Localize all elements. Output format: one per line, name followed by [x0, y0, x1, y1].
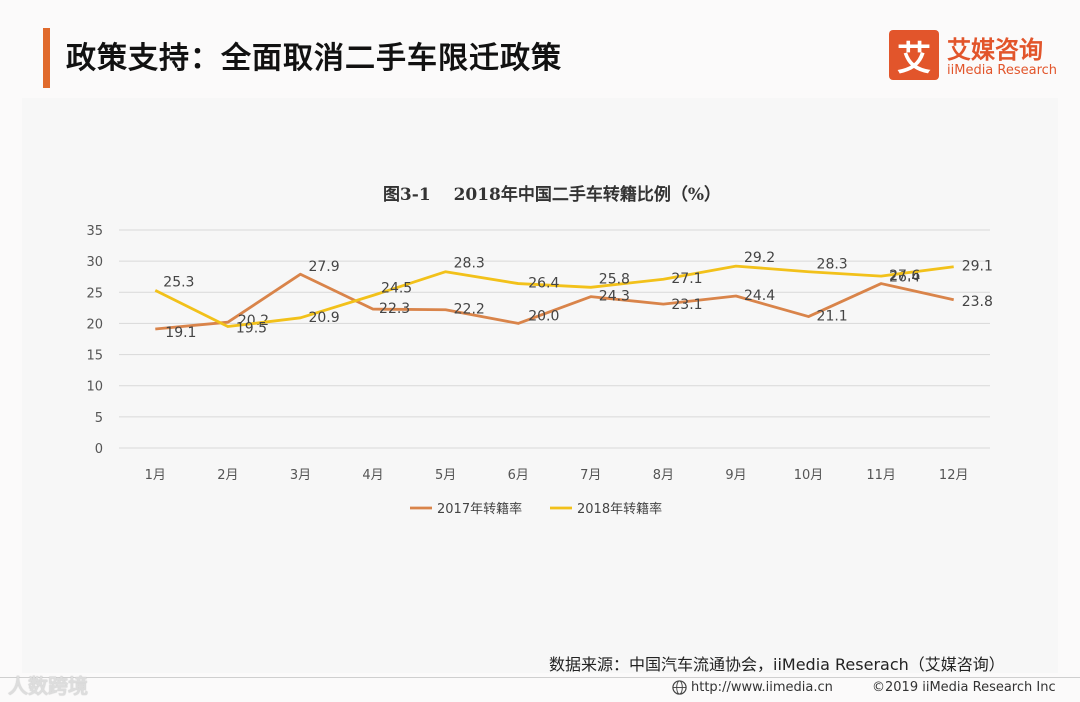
y-tick-label: 5	[95, 411, 103, 426]
data-label: 26.4	[528, 276, 559, 292]
data-label: 27.9	[308, 259, 339, 275]
data-label: 24.5	[381, 280, 412, 296]
data-label: 23.1	[671, 297, 702, 313]
x-tick-label: 6月	[508, 468, 529, 483]
brand-subtitle: iiMedia Research	[947, 63, 1058, 78]
x-tick-label: 1月	[145, 468, 166, 483]
x-tick-label: 8月	[653, 468, 674, 483]
data-label: 20.9	[308, 310, 339, 326]
data-label: 27.6	[889, 268, 920, 284]
series-line-1	[155, 272, 955, 331]
y-tick-label: 30	[86, 255, 103, 270]
chart-title: 图3-1 2018年中国二手车转籍比例（%）	[383, 184, 721, 205]
brand-mark-icon: 艾	[889, 30, 939, 80]
data-label: 24.3	[599, 289, 630, 305]
y-tick-label: 25	[86, 286, 103, 301]
data-label: 19.1	[165, 325, 196, 341]
brand-name: 艾媒咨询	[947, 36, 1043, 64]
footer-copyright: ©2019 iiMedia Research Inc	[872, 680, 1056, 695]
x-tick-label: 11月	[866, 468, 896, 483]
title-accent-bar	[43, 28, 50, 88]
data-label: 29.2	[744, 250, 775, 266]
data-label: 27.1	[671, 271, 702, 287]
watermark: 人数跨境	[8, 674, 88, 698]
x-tick-label: 4月	[362, 468, 383, 483]
y-tick-label: 20	[86, 317, 103, 332]
data-label: 28.3	[454, 256, 485, 272]
y-tick-label: 10	[86, 380, 103, 395]
data-label: 22.3	[379, 301, 410, 317]
chart-panel: 图3-1 2018年中国二手车转籍比例（%） 0 5 10 15 20 25 30 35 1月 2月…	[22, 98, 1058, 673]
x-tick-label: 5月	[435, 468, 456, 483]
legend-entry: 2018年转籍率	[577, 501, 662, 517]
data-label: 19.5	[236, 321, 267, 337]
x-tick-label: 2月	[217, 468, 238, 483]
page-title: 政策支持：全面取消二手车限迁政策	[66, 41, 562, 76]
line-chart: 图3-1 2018年中国二手车转籍比例（%） 0 5 10 15 20 25 30 35 1月 2月…	[86, 184, 993, 517]
x-tick-label: 9月	[725, 468, 746, 483]
data-label: 24.4	[744, 288, 775, 304]
x-tick-label: 3月	[290, 468, 311, 483]
data-source: 数据来源：中国汽车流通协会，iiMedia Reserach（艾媒咨询）	[549, 655, 1005, 674]
data-label: 20.0	[528, 308, 559, 324]
brand-logo: 艾 艾媒咨询 iiMedia Research	[889, 30, 1069, 82]
footer-divider	[0, 677, 1080, 678]
x-tick-label: 7月	[580, 468, 601, 483]
data-label: 28.3	[817, 257, 848, 273]
data-label: 25.8	[599, 271, 630, 287]
data-label: 29.1	[962, 259, 993, 275]
data-label: 21.1	[817, 309, 848, 325]
y-tick-label: 15	[86, 349, 103, 364]
x-tick-label: 10月	[794, 468, 824, 483]
footer-url-text[interactable]: http://www.iimedia.cn	[691, 680, 833, 695]
data-label: 23.8	[962, 294, 993, 310]
series-line-2	[154, 264, 954, 328]
y-tick-label: 35	[86, 224, 103, 239]
globe-icon	[672, 680, 687, 695]
x-tick-label: 12月	[939, 468, 969, 483]
y-tick-label: 0	[95, 442, 103, 457]
data-label: 25.3	[163, 274, 194, 290]
data-label: 22.2	[454, 302, 485, 318]
footer-url[interactable]: http://www.iimedia.cn	[672, 680, 833, 695]
legend-entry: 2017年转籍率	[437, 501, 522, 517]
